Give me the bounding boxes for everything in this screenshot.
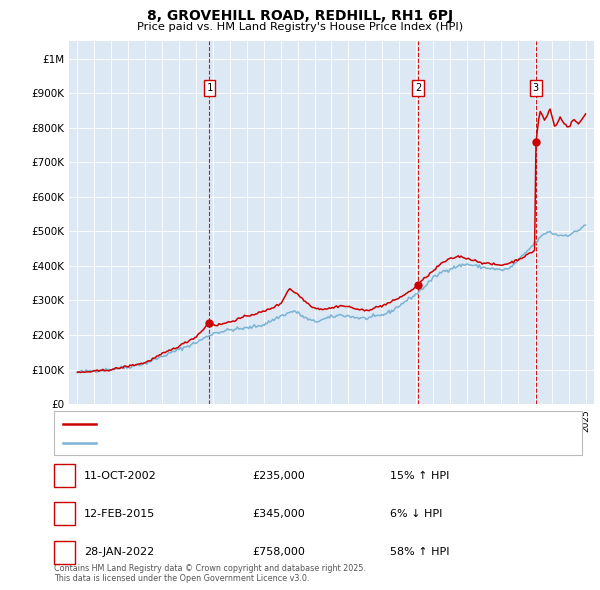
Text: 28-JAN-2022: 28-JAN-2022	[84, 548, 154, 557]
Text: 12-FEB-2015: 12-FEB-2015	[84, 509, 155, 519]
Text: 2: 2	[415, 83, 421, 93]
Text: Contains HM Land Registry data © Crown copyright and database right 2025.
This d: Contains HM Land Registry data © Crown c…	[54, 563, 366, 583]
Text: 3: 3	[61, 548, 68, 557]
Text: 2: 2	[61, 509, 68, 519]
Text: 15% ↑ HPI: 15% ↑ HPI	[390, 471, 449, 480]
Text: 11-OCT-2002: 11-OCT-2002	[84, 471, 157, 480]
Text: Price paid vs. HM Land Registry's House Price Index (HPI): Price paid vs. HM Land Registry's House …	[137, 22, 463, 32]
Text: £758,000: £758,000	[252, 548, 305, 557]
Text: 6% ↓ HPI: 6% ↓ HPI	[390, 509, 442, 519]
Text: 3: 3	[533, 83, 539, 93]
Text: 1: 1	[61, 471, 68, 480]
Text: 58% ↑ HPI: 58% ↑ HPI	[390, 548, 449, 557]
Text: 8, GROVEHILL ROAD, REDHILL, RH1 6PJ (semi-detached house): 8, GROVEHILL ROAD, REDHILL, RH1 6PJ (sem…	[102, 419, 400, 428]
Text: £235,000: £235,000	[252, 471, 305, 480]
Text: 8, GROVEHILL ROAD, REDHILL, RH1 6PJ: 8, GROVEHILL ROAD, REDHILL, RH1 6PJ	[147, 9, 453, 24]
Text: £345,000: £345,000	[252, 509, 305, 519]
Text: 1: 1	[206, 83, 212, 93]
Text: HPI: Average price, semi-detached house, Reigate and Banstead: HPI: Average price, semi-detached house,…	[102, 438, 409, 448]
